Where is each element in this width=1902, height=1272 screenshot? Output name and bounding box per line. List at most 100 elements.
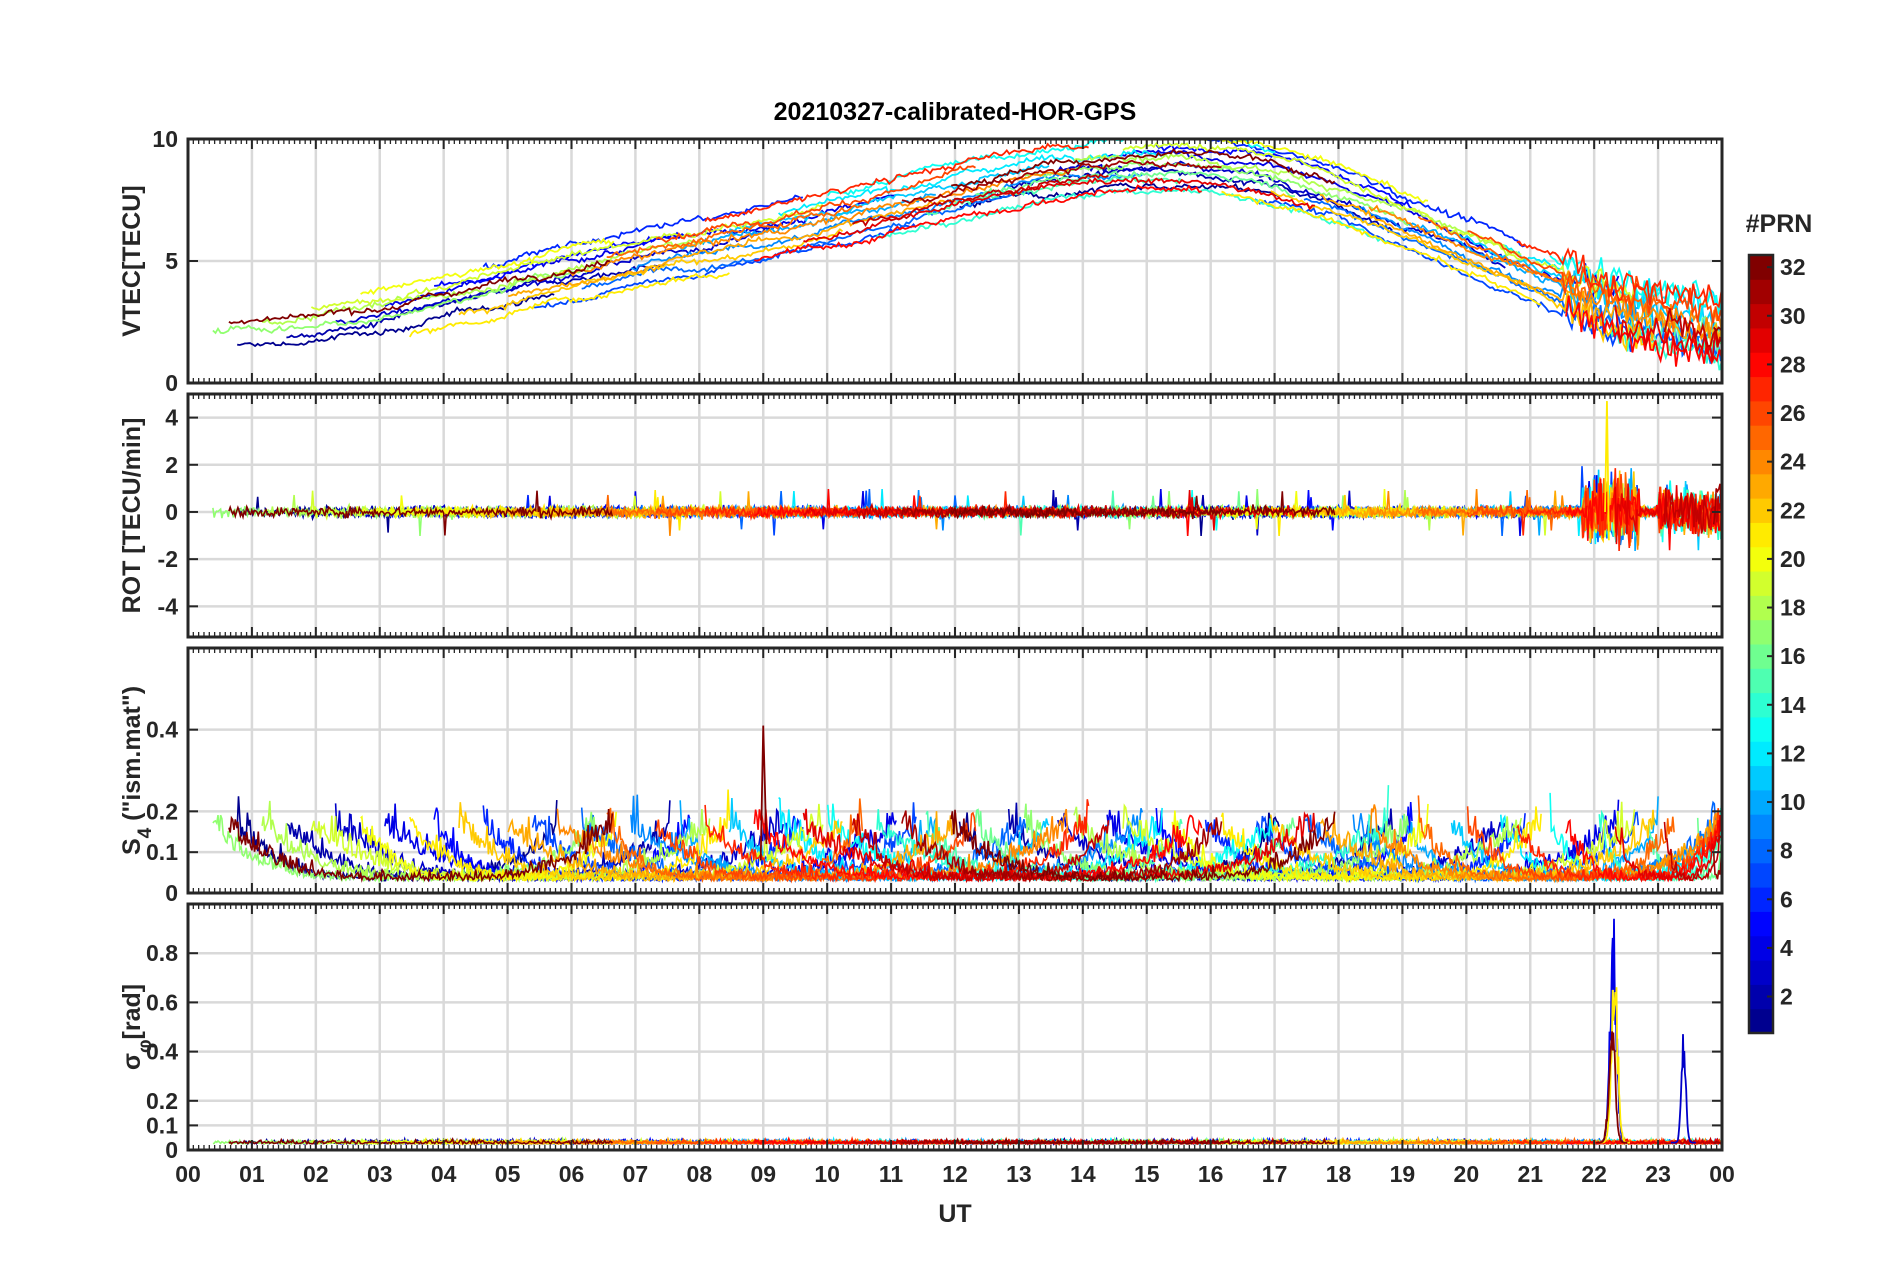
x-tick-label: 06	[559, 1161, 585, 1187]
colorbar-tick-label: 16	[1780, 643, 1806, 669]
vtec-series-prn-26	[1467, 230, 1722, 324]
x-tick-label: 12	[942, 1161, 968, 1187]
vtec-series-prn-27	[704, 142, 1089, 223]
panel-sigma_phi-ylabel: σφ[rad]	[118, 984, 156, 1070]
vtec-series-prn-22	[458, 228, 844, 316]
vtec-series-prn-6	[482, 194, 804, 270]
colorbar-tick-label: 12	[1780, 740, 1806, 766]
colorbar-tick-label: 32	[1780, 254, 1806, 280]
sigma-series-prn-31	[1713, 1140, 1722, 1145]
vtec-series-prn-21	[1221, 190, 1542, 306]
sigma-event-spike	[1596, 1031, 1628, 1144]
panel-rot-frame	[186, 392, 1724, 639]
x-tick-label: 19	[1390, 1161, 1416, 1187]
colorbar-swatch-1	[1749, 1008, 1773, 1034]
colorbar-frame	[1747, 253, 1775, 1035]
colorbar-swatch-31	[1749, 279, 1773, 305]
y-tick-label: 0	[165, 499, 178, 525]
s4-series-prn-31	[901, 810, 1223, 883]
colorbar-tick-label: 22	[1780, 497, 1806, 523]
s4-series-prn-24	[1368, 804, 1722, 884]
s4-series-prn-32	[228, 809, 614, 883]
panel-sigma-traces	[212, 918, 1722, 1147]
colorbar-swatch-25	[1749, 425, 1773, 450]
panel-rot-ylabel: ROT [TECU/min]	[118, 418, 146, 614]
vtec-series-prn-31	[901, 159, 1222, 204]
x-tick-label: 04	[431, 1161, 457, 1187]
vtec-series-prn-28	[754, 184, 1202, 262]
y-tick-label: 0.2	[146, 798, 178, 824]
colorbar-swatch-5	[1749, 911, 1773, 937]
y-tick-label: 0	[165, 370, 178, 396]
colorbar-swatch-13	[1749, 716, 1773, 742]
x-tick-label: 20	[1454, 1161, 1480, 1187]
s4-series-prn-26	[1466, 806, 1722, 883]
colorbar-tick-label: 6	[1780, 886, 1793, 912]
colorbar-tick-label: 2	[1780, 984, 1793, 1010]
rot-series-prn-25	[1417, 472, 1675, 543]
colorbar-swatch-9	[1749, 814, 1773, 839]
vtec-series-prn-26	[655, 165, 976, 244]
y-tick-label: 0.1	[146, 839, 178, 865]
y-tick-label: 10	[152, 126, 178, 152]
panel-s4-frame	[186, 646, 1724, 895]
y-tick-label: 2	[165, 452, 178, 478]
colorbar-swatch-11	[1749, 765, 1773, 791]
chart-title: 20210327-calibrated-HOR-GPS	[774, 98, 1137, 126]
panel-s4-ylabel: S4 ("ism.mat")	[118, 686, 156, 855]
colorbar-tick-label: 8	[1780, 838, 1793, 864]
s4-peak-spike	[759, 725, 768, 861]
vtec-series-prn-22	[1270, 190, 1656, 353]
y-tick-label: 4	[165, 405, 178, 431]
sigma-series-prn-32	[951, 1137, 1336, 1146]
x-tick-label: 23	[1645, 1161, 1671, 1187]
vtec-series-prn-25	[606, 204, 863, 259]
x-tick-label: 00	[1709, 1161, 1735, 1187]
x-tick-label: 01	[239, 1161, 265, 1187]
y-tick-label: 0	[165, 880, 178, 906]
s4-series-prn-31	[1712, 853, 1722, 880]
x-tick-label: 05	[495, 1161, 521, 1187]
y-tick-label: 0.1	[146, 1112, 178, 1138]
sigma-series-prn-32	[228, 1137, 613, 1146]
rot-peak-spike	[1604, 401, 1610, 541]
vtec-series-prn-20	[1172, 139, 1429, 204]
colorbar-label: #PRN	[1746, 210, 1813, 238]
sigma-event-spike-2	[1670, 1034, 1696, 1144]
vtec-series-prn-27	[1516, 240, 1722, 309]
sigma-event-spike	[1598, 987, 1630, 1144]
colorbar-tick-label: 4	[1780, 935, 1793, 961]
x-tick-label: 09	[750, 1161, 776, 1187]
x-tick-label: 16	[1198, 1161, 1224, 1187]
vtec-series-prn-21	[409, 272, 730, 338]
panel-vtec-traces	[212, 139, 1722, 371]
colorbar-swatch-15	[1749, 668, 1773, 694]
x-tick-label: 14	[1070, 1161, 1096, 1187]
colorbar-tick-label: 26	[1780, 400, 1806, 426]
colorbar-swatch-7	[1749, 862, 1773, 888]
colorbar-swatch-17	[1749, 619, 1773, 645]
colorbar-swatch-23	[1749, 473, 1773, 499]
rot-series-prn-7	[1254, 466, 1640, 540]
y-tick-label: -4	[158, 593, 179, 619]
vtec-series-prn-31	[1712, 326, 1722, 333]
colorbar-swatch-27	[1749, 376, 1773, 402]
y-tick-label: 0.4	[146, 1039, 178, 1065]
vtec-series-prn-32	[228, 259, 610, 325]
vtec-series-prn-5	[1155, 143, 1413, 210]
vtec-series-prn-23	[507, 199, 956, 298]
rot-series-prn-32	[228, 490, 614, 536]
vtec-series-prn-6	[1205, 139, 1526, 248]
s4-series-prn-29	[1614, 815, 1722, 882]
panel-vtec-ylabel: VTEC[TECU]	[118, 185, 146, 336]
vtec-series-prn-4	[384, 193, 897, 307]
x-tick-label: 18	[1326, 1161, 1352, 1187]
s4-series-prn-30	[1663, 821, 1722, 882]
vtec-series-prn-25	[1417, 216, 1675, 329]
s4-series-prn-26	[655, 811, 977, 884]
vtec-series-prn-2	[286, 263, 668, 339]
y-tick-label: 0.4	[146, 717, 178, 743]
panel-sigma_phi-frame	[186, 902, 1724, 1152]
panel-s4-traces	[212, 725, 1722, 884]
vtec-series-prn-20	[360, 237, 615, 296]
